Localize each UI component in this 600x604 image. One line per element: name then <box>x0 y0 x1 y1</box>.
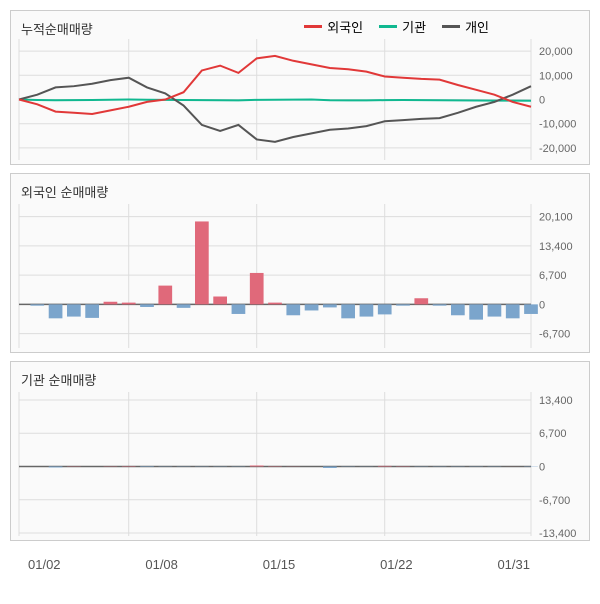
svg-text:-10,000: -10,000 <box>539 119 576 131</box>
svg-text:0: 0 <box>539 461 545 473</box>
institution-chart-svg: -13,400 -6,700 0 6,700 13,400 <box>11 362 589 540</box>
foreign-panel: 외국인 순매매량 -6,700 0 6,700 13,400 20,100 <box>10 173 590 353</box>
cumulative-chart-svg: -20,000 -10,000 0 10,000 20,000 <box>11 11 589 164</box>
x-tick-label: 01/15 <box>263 557 296 572</box>
svg-text:-6,700: -6,700 <box>539 329 570 341</box>
legend-label: 외국인 <box>327 17 363 36</box>
x-tick-label: 01/22 <box>380 557 413 572</box>
x-tick-label: 01/08 <box>145 557 178 572</box>
legend-label: 기관 <box>402 17 426 36</box>
foreign-title: 외국인 순매매량 <box>21 182 108 201</box>
x-tick-label: 01/31 <box>497 557 530 572</box>
legend-item-institution: 기관 <box>379 17 426 36</box>
svg-text:0: 0 <box>539 95 545 107</box>
svg-text:-6,700: -6,700 <box>539 495 570 507</box>
svg-text:6,700: 6,700 <box>539 270 567 282</box>
legend: 외국인 기관 개인 <box>304 17 489 36</box>
x-axis: 01/02 01/08 01/15 01/22 01/31 <box>10 549 590 572</box>
institution-title: 기관 순매매량 <box>21 370 96 389</box>
cumulative-panel: 누적순매매량 외국인 기관 개인 -20,000 -10,000 0 10,000 20… <box>10 10 590 165</box>
chart-container: 누적순매매량 외국인 기관 개인 -20,000 -10,000 0 10,000 20… <box>0 0 600 572</box>
svg-text:20,100: 20,100 <box>539 212 573 224</box>
svg-text:0: 0 <box>539 299 545 311</box>
legend-item-foreign: 외국인 <box>304 17 363 36</box>
legend-swatch <box>304 25 322 28</box>
svg-text:10,000: 10,000 <box>539 70 573 82</box>
x-tick-label: 01/02 <box>28 557 61 572</box>
legend-label: 개인 <box>465 17 489 36</box>
svg-text:6,700: 6,700 <box>539 428 567 440</box>
svg-text:13,400: 13,400 <box>539 395 573 407</box>
svg-text:20,000: 20,000 <box>539 46 573 58</box>
legend-swatch <box>379 25 397 28</box>
legend-swatch <box>442 25 460 28</box>
svg-text:-13,400: -13,400 <box>539 528 576 540</box>
cumulative-title: 누적순매매량 <box>21 19 93 38</box>
institution-panel: 기관 순매매량 -13,400 -6,700 0 6,700 13,400 <box>10 361 590 541</box>
svg-text:13,400: 13,400 <box>539 241 573 253</box>
svg-text:-20,000: -20,000 <box>539 143 576 155</box>
legend-item-individual: 개인 <box>442 17 489 36</box>
